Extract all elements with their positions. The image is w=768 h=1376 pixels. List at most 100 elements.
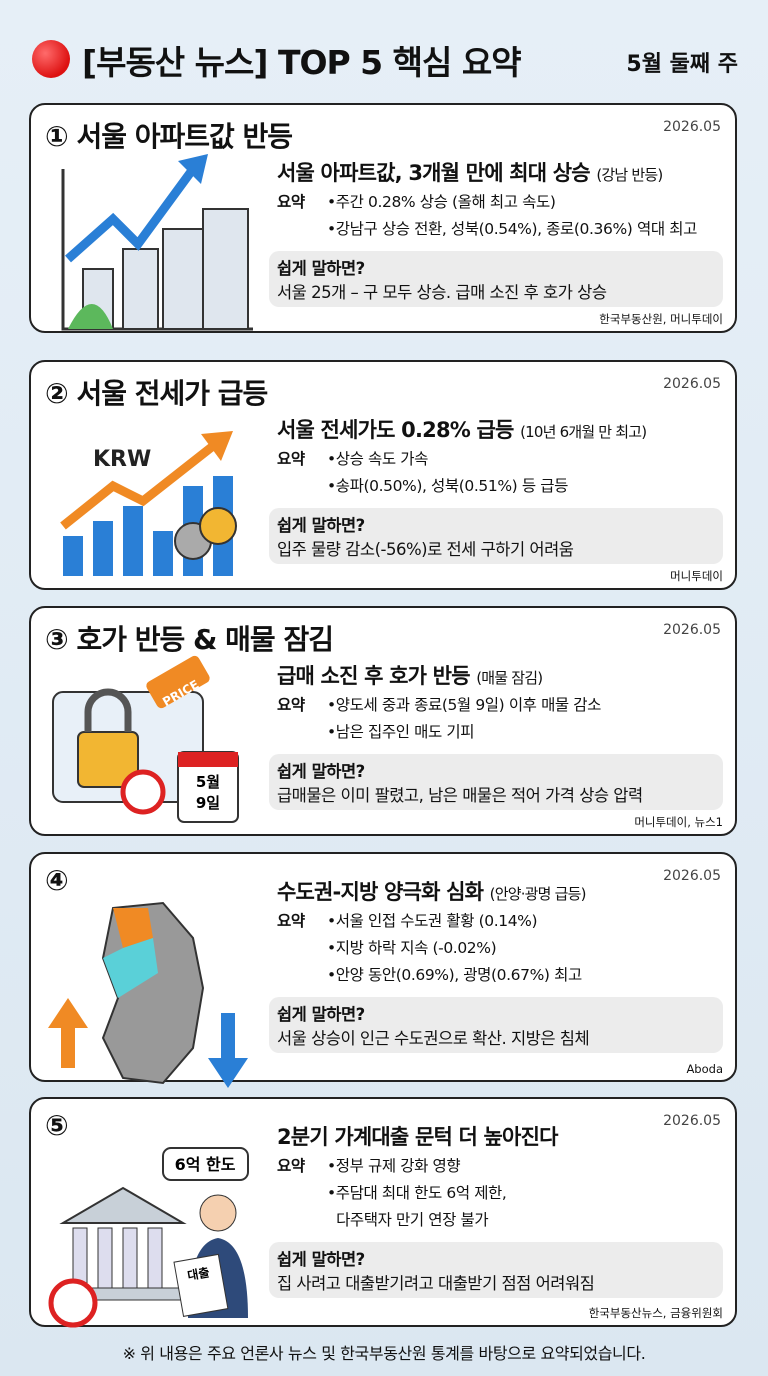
- easy-text: 서울 25개 – 구 모두 상승. 급매 소진 후 호가 상승: [277, 283, 607, 302]
- pillar: [97, 1227, 113, 1289]
- bullet-text: 송파(0.50%), 성북(0.51%) 등 급등: [335, 477, 569, 495]
- card-heading: ④: [45, 864, 69, 897]
- person-head: [199, 1194, 237, 1232]
- bullet-text: 주간 0.28% 상승 (올해 최고 속도): [335, 193, 556, 211]
- bullet-row: 요약 • 정부 규제 강화 영향: [277, 1155, 723, 1178]
- bullet-text: 지방 하락 지속 (-0.02%): [335, 939, 497, 957]
- easy-box: 쉽게 말하면? 급매물은 이미 팔렸고, 남은 매물은 적어 가격 상승 압력: [269, 754, 723, 810]
- easy-box: 쉽게 말하면? 서울 25개 – 구 모두 상승. 급매 소진 후 호가 상승: [269, 251, 723, 307]
- pillar: [122, 1227, 138, 1289]
- illustration-text: 9일: [196, 794, 220, 812]
- card-heading: ② 서울 전세가 급등: [45, 372, 268, 412]
- bullet-row: 요약 • 양도세 중과 종료(5월 9일) 이후 매물 감소: [277, 694, 723, 717]
- easy-label: 쉽게 말하면?: [277, 762, 365, 781]
- lock-body: [77, 731, 139, 788]
- speech-bubble: [162, 1147, 249, 1181]
- card-date: 2026.05: [663, 622, 721, 638]
- bullet-row: 요약 • 서울 인접 수도권 활황 (0.14%): [277, 910, 723, 933]
- bullet-row: • 송파(0.50%), 성북(0.51%) 등 급등: [277, 475, 723, 498]
- source: Aboda: [686, 1062, 723, 1076]
- lock-arc: [84, 688, 132, 732]
- card-date: 2026.05: [663, 868, 721, 884]
- headline-note: (매물 잠김): [476, 669, 543, 687]
- document: [173, 1253, 229, 1317]
- illustration-text: KRW: [93, 447, 151, 472]
- news-card: ④ 2026.05 수도권-지방 양극화 심화 (안양·광명 급등) 요약 • 서울 인…: [29, 852, 737, 1088]
- summary-label: 요약: [277, 1157, 305, 1175]
- headline-text: 서울 전세가도 0.28% 급등: [277, 418, 514, 442]
- card-date: 2026.05: [663, 119, 721, 135]
- headline: 급매 소진 후 호가 반등 (매물 잠김): [277, 660, 723, 690]
- illustration-text: 5월: [196, 773, 220, 791]
- easy-box: 쉽게 말하면? 집 사려고 대출받기려고 대출받기 점점 어려워짐: [269, 1242, 723, 1298]
- bullet-marker: •: [327, 1157, 336, 1175]
- card-number: ④: [45, 864, 69, 897]
- card-number: ①: [45, 120, 69, 153]
- no-sign: [120, 769, 166, 815]
- headline-text: 서울 아파트값, 3개월 만에 최대 상승: [277, 161, 591, 185]
- summary-label: 요약: [277, 912, 305, 930]
- source: 한국부동산뉴스, 금융위원회: [588, 1306, 723, 1320]
- summary-label: 요약: [277, 193, 305, 211]
- bullet-text: 강남구 상승 전환, 성북(0.54%), 종로(0.36%) 역대 최고: [335, 220, 698, 238]
- bullet-text: 양도세 중과 종료(5월 9일) 이후 매물 감소: [335, 696, 602, 714]
- bullet-marker: •: [327, 939, 336, 957]
- headline: 서울 아파트값, 3개월 만에 최대 상승 (강남 반등): [277, 157, 723, 187]
- summary-label: [277, 964, 327, 987]
- card-number: ②: [45, 377, 69, 410]
- easy-text: 급매물은 이미 팔렸고, 남은 매물은 적어 가격 상승 압력: [277, 786, 643, 805]
- building: [162, 228, 204, 330]
- summary-label: [277, 1182, 327, 1205]
- card-title: 서울 전세가 급등: [76, 377, 268, 410]
- source: 한국부동산원, 머니투데이: [599, 312, 723, 326]
- bank-roof: [59, 1186, 187, 1224]
- arrow-up: [60, 442, 216, 530]
- bullet-row: 요약 • 상승 속도 가속: [277, 448, 723, 471]
- no-sign: [48, 1278, 98, 1328]
- bar-icon: [63, 536, 83, 576]
- headline-text: 급매 소진 후 호가 반등: [277, 664, 471, 688]
- easy-label: 쉽게 말하면?: [277, 1250, 365, 1269]
- news-card: ① 서울 아파트값 반등 2026.05 서울 아파트값, 3개월 만에 최대 상승…: [29, 103, 737, 333]
- easy-text: 입주 물량 감소(-56%)로 전세 구하기 어려움: [277, 540, 574, 559]
- bullet-row: • 남은 집주인 매도 기피: [277, 721, 723, 744]
- bullet-text: 다주택자 만기 연장 불가: [336, 1211, 489, 1229]
- key: [199, 507, 237, 545]
- arrow-head: [201, 431, 233, 461]
- headline: 서울 전세가도 0.28% 급등 (10년 6개월 만 최고): [277, 414, 723, 444]
- bullet-text: 남은 집주인 매도 기피: [335, 723, 475, 741]
- headline-note: (안양·광명 급등): [489, 885, 587, 903]
- headline: 2분기 가계대출 문턱 더 높아진다: [277, 1121, 723, 1151]
- bullet-row: • 주담대 최대 한도 6억 제한,: [277, 1182, 723, 1205]
- bar-icon: [153, 531, 173, 576]
- illustration: [48, 901, 248, 1088]
- summary-label: [277, 937, 327, 960]
- hill: [68, 304, 113, 329]
- footer-note: ※ 위 내용은 주요 언론사 뉴스 및 한국부동산원 통계를 바탕으로 요약되었…: [122, 1344, 646, 1363]
- headline-note: (10년 6개월 만 최고): [520, 423, 647, 441]
- bullet-marker: •: [327, 966, 336, 984]
- headline-note: (강남 반등): [596, 166, 663, 184]
- price-tag: [146, 655, 210, 709]
- news-card: ⑤ 2026.05 6억 한도 대출 2분기 가계대출 문턱 더 높아진다 요약 • 정부 …: [29, 1097, 737, 1328]
- summary-label: [277, 475, 327, 498]
- bullet-row: • 강남구 상승 전환, 성북(0.54%), 종로(0.36%) 역대 최고: [277, 218, 723, 241]
- map-region: [113, 908, 153, 948]
- easy-text: 집 사려고 대출받기려고 대출받기 점점 어려워짐: [277, 1274, 595, 1293]
- week-label: 5월 둘째 주: [626, 52, 738, 77]
- card-title: 서울 아파트값 반등: [76, 120, 293, 153]
- pillar: [147, 1227, 163, 1289]
- card-date: 2026.05: [663, 376, 721, 392]
- easy-box: 쉽게 말하면? 서울 상승이 인근 수도권으로 확산. 지방은 침체: [269, 997, 723, 1053]
- bullet-text: 주담대 최대 한도 6억 제한,: [335, 1184, 507, 1202]
- arrow-up: [48, 998, 88, 1068]
- bullet-marker: •: [327, 696, 336, 714]
- calendar-top: [178, 752, 238, 767]
- card-number: ③: [45, 623, 69, 656]
- bullet-marker: •: [327, 723, 336, 741]
- indent: [327, 1209, 336, 1232]
- bullet-text: 정부 규제 강화 영향: [335, 1157, 461, 1175]
